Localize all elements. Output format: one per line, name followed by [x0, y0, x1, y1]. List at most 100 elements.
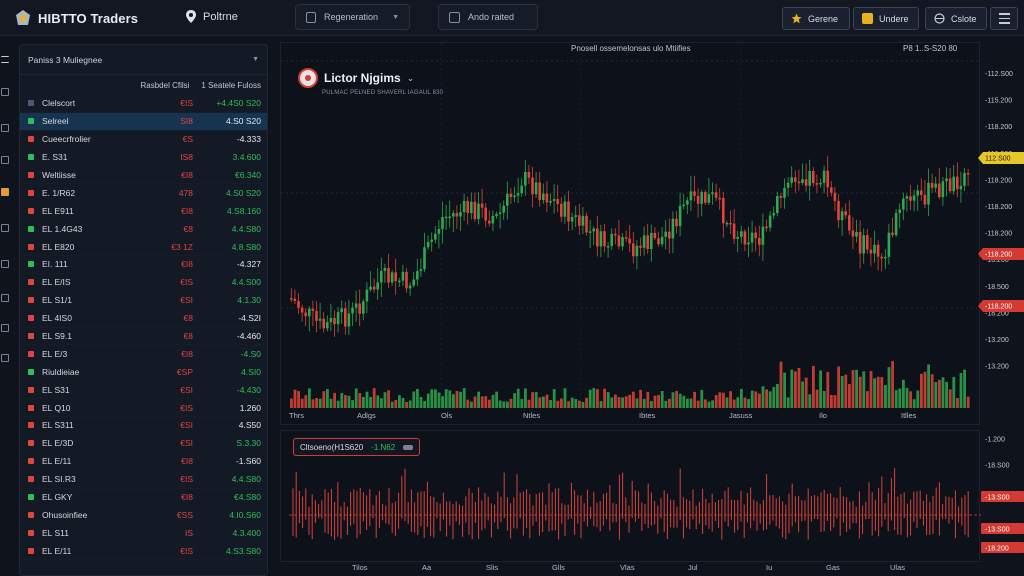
- main-chart-panel[interactable]: Thrs Adlgs Ols Ntles Ibtes Jasuss Ilo Itlles: [280, 42, 991, 426]
- volume-bar: [416, 388, 419, 408]
- candle: [516, 193, 520, 196]
- candle: [837, 200, 840, 221]
- candle: [552, 199, 556, 201]
- chevron-down-icon[interactable]: ▼: [252, 56, 259, 63]
- volume-bar: [873, 378, 876, 408]
- menu-icon[interactable]: [1, 354, 9, 362]
- candle: [776, 196, 779, 214]
- candle: [632, 243, 635, 257]
- volume-bar: [851, 370, 855, 408]
- doc-icon[interactable]: [1, 156, 9, 164]
- watchlist-price: 4.I0.S60: [229, 509, 261, 520]
- undo-button[interactable]: Undere: [853, 7, 919, 30]
- candle: [934, 183, 937, 188]
- watchlist-row[interactable]: EL E820 €3 1Z 4.8.S80: [20, 238, 267, 257]
- watchlist-header[interactable]: Paniss 3 Muliegnee ▼: [20, 45, 267, 75]
- watchlist-row[interactable]: EL E911 €I8 4.S8.160: [20, 202, 267, 221]
- watchlist-row[interactable]: EL SI.R3 €IS 4.4.S80: [20, 471, 267, 489]
- person-icon[interactable]: [1, 324, 9, 332]
- layout-select[interactable]: Ando raited: [438, 4, 538, 30]
- volume-bar: [711, 400, 714, 408]
- candle: [617, 235, 621, 247]
- dot-icon[interactable]: [1, 88, 9, 96]
- volume-bar: [714, 395, 718, 408]
- watchlist-row[interactable]: E. S31 IS8 3.4.600: [20, 149, 267, 167]
- watchlist-row[interactable]: EL S1/1 €SI 4.1.30: [20, 292, 267, 310]
- price-axis-label: -13.200: [985, 337, 1009, 344]
- symbol-selector[interactable]: Lictor Njgims ⌄: [298, 68, 414, 88]
- candle: [416, 271, 419, 280]
- indicator-time-label: Iu: [766, 563, 772, 572]
- doc-icon[interactable]: [1, 124, 9, 132]
- arrow-icon[interactable]: [1, 224, 9, 232]
- brand[interactable]: HIBTTO Traders: [14, 8, 138, 28]
- indicator-chart[interactable]: [281, 431, 981, 563]
- watchlist-row[interactable]: EL E/3D €SI S.3.30: [20, 435, 267, 453]
- watchlist-row[interactable]: Riuldieiae €SP 4.SI0: [20, 363, 267, 382]
- watchlist-row[interactable]: Cueecrfrolier €S -4.333: [20, 131, 267, 149]
- watchlist-row[interactable]: EL E/11 €I8 -1.S60: [20, 453, 267, 471]
- watchlist-row[interactable]: Selreel SI8 4.S0 S20: [20, 112, 267, 131]
- watchlist-symbol: EL 1.4G43: [42, 223, 83, 234]
- watchlist-row[interactable]: Clelscort €IS +4.4S0 S20: [20, 95, 267, 113]
- candle: [812, 171, 815, 184]
- bullet-icon: [28, 511, 34, 518]
- candle: [891, 232, 894, 236]
- volume-bar: [840, 376, 844, 408]
- watchlist-row[interactable]: Ohusoinfiee €SS 4.I0.S60: [20, 506, 267, 525]
- indicator-axis[interactable]: -1.200 -18.S00 -13.S00 -13.S00 -18.200: [978, 430, 1024, 562]
- price-tag-label: -118.200: [985, 304, 1012, 311]
- price-axis[interactable]: -112.S00 -115.200 -118.200 -118.200 -118.200…: [978, 42, 1024, 425]
- list-icon[interactable]: [1, 56, 9, 63]
- settings-button[interactable]: Cslote: [925, 7, 987, 30]
- watchlist-row[interactable]: EL E/3 €I8 -4.S0: [20, 345, 267, 364]
- indicator-legend[interactable]: Cltsoeno(H1S620 -1.N62: [293, 438, 421, 456]
- volume-bar: [484, 396, 488, 408]
- candle: [650, 232, 653, 250]
- volume-bar: [437, 392, 441, 408]
- time-axis-label: Ols: [441, 411, 453, 420]
- watchlist-row[interactable]: Weltiisse €I8 €6.340: [20, 167, 267, 185]
- indicator-time-axis: Tilos Aa Slis Glls Vlas Jul Iu Gas Ulas: [352, 563, 905, 572]
- watchlist-row[interactable]: E. 1/R62 478 4.S0 S20: [20, 184, 267, 203]
- menu-line-icon: [998, 22, 1010, 24]
- watchlist-row[interactable]: EL E/IS €IS 4.4.S00: [20, 274, 267, 292]
- volume-bar: [448, 390, 452, 408]
- candle: [858, 231, 862, 254]
- candle: [480, 203, 484, 208]
- volume-bar: [707, 401, 711, 408]
- watchlist-price: -4.327: [236, 259, 261, 270]
- regeneration-select[interactable]: Regeneration ▼: [295, 4, 410, 30]
- pin-selector[interactable]: Poltrne: [186, 10, 238, 23]
- volume-bar: [603, 388, 606, 408]
- watchlist-row[interactable]: EL GKY €I8 €4.S80: [20, 489, 267, 507]
- watchlist-row[interactable]: EL S31 €SI -4.430: [20, 381, 267, 400]
- watchlist-row[interactable]: EL 1.4G43 €8 4.4.S80: [20, 220, 267, 239]
- watchlist-symbol: EL S9.1: [42, 331, 72, 342]
- alert-icon[interactable]: [1, 294, 9, 302]
- top-bar: HIBTTO Traders Poltrne Regeneration ▼ An…: [0, 0, 1024, 36]
- candle: [909, 196, 912, 201]
- flag-icon[interactable]: [1, 188, 9, 196]
- doc-icon[interactable]: [1, 260, 9, 268]
- watchlist-row[interactable]: EI. 111 €I8 -4.327: [20, 256, 267, 274]
- settings-icon[interactable]: [403, 444, 414, 450]
- favorite-button[interactable]: Gerene: [782, 7, 850, 30]
- watchlist-row[interactable]: EL S11 IS 4.3.400: [20, 524, 267, 543]
- favorite-button-label: Gerene: [808, 13, 839, 24]
- watchlist-row[interactable]: EL 4IS0 €8 -4.S2I: [20, 310, 267, 328]
- watchlist-row[interactable]: EL Q10 €IS 1.260: [20, 399, 267, 418]
- hamburger-menu-button[interactable]: [990, 7, 1018, 30]
- volume-bar: [581, 401, 585, 408]
- volume-bar: [477, 391, 480, 408]
- watchlist-row[interactable]: EL S311 €SI 4.S50: [20, 417, 267, 435]
- bullet-icon: [28, 458, 34, 465]
- price-tag: 112.S00: [978, 152, 1024, 164]
- watchlist-row[interactable]: EL E/11 €IS 4.S3.S80: [20, 542, 267, 561]
- candlestick-chart[interactable]: Thrs Adlgs Ols Ntles Ibtes Jasuss Ilo Itlles: [281, 43, 991, 426]
- watchlist-row[interactable]: EL S9.1 €8 -4.460: [20, 328, 267, 346]
- star-icon: [791, 13, 802, 24]
- time-axis-label: Ntles: [523, 411, 540, 420]
- candle: [725, 222, 729, 225]
- watchlist-price: -4.460: [236, 331, 261, 342]
